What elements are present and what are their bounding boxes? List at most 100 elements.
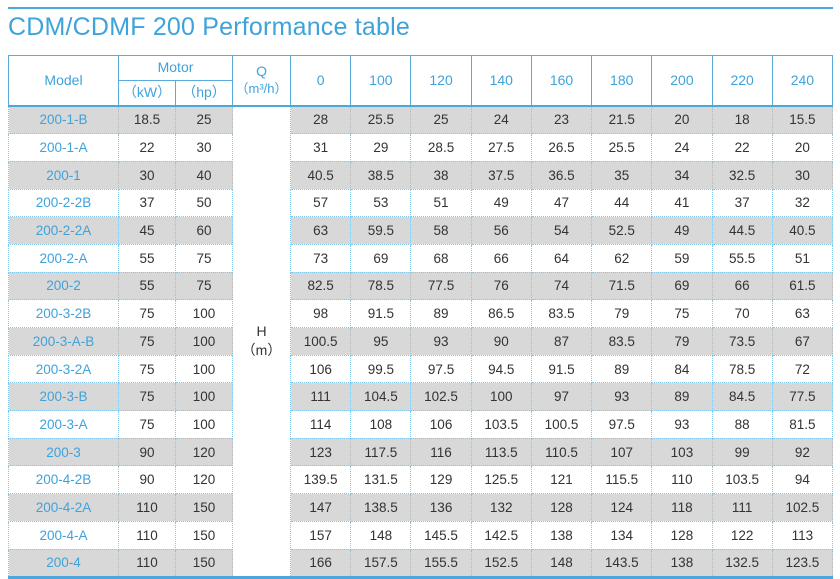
value-cell: 83.5 — [591, 327, 653, 356]
value-cell: 66 — [711, 271, 773, 301]
value-cell: 132 — [470, 493, 532, 522]
table-row: 200-4-2B 90 120 139.5 131.5 129 125.5 121 115.5 1… — [8, 465, 834, 495]
value-cell: 58 — [410, 216, 472, 245]
value-cell: 24 — [651, 133, 713, 162]
value-cell: 47 — [530, 188, 593, 218]
value-cell: 37.5 — [470, 160, 532, 190]
value-cell: 51 — [410, 188, 472, 218]
value-cell: 32.5 — [711, 160, 773, 190]
model-cell: 200-1 — [8, 160, 119, 190]
value-cell: 25.5 — [350, 104, 412, 135]
value-cell: 75 — [651, 299, 713, 328]
value-cell: 104.5 — [350, 382, 412, 412]
header-row-primary: Model Motor Q （m³/h） 0 100 120 140 160 180 200… — [8, 55, 834, 107]
value-cell: 121 — [530, 465, 593, 495]
performance-table: Model Motor Q （m³/h） 0 100 120 140 160 180 200… — [8, 55, 834, 579]
value-cell: 41 — [651, 188, 713, 218]
value-cell: 70 — [711, 299, 773, 328]
value-cell: 93 — [410, 327, 472, 356]
value-cell: 102.5 — [771, 493, 834, 522]
value-cell: 110.5 — [530, 437, 593, 467]
value-cell: 117.5 — [350, 437, 412, 467]
value-cell: 100 — [470, 382, 532, 412]
value-cell: 97 — [530, 382, 593, 412]
value-cell: 88 — [711, 410, 773, 439]
model-cell: 200-2-A — [8, 243, 119, 273]
flow-column-header: Q （m³/h） — [232, 55, 292, 107]
value-cell: 84.5 — [711, 382, 773, 412]
value-cell: 51 — [771, 243, 834, 273]
value-cell: 148 — [530, 548, 593, 579]
table-row: 200-2-2B 37 50 57 53 51 49 47 44 41 37 32 — [8, 188, 834, 218]
value-cell: 132.5 — [711, 548, 773, 579]
value-cell: 38.5 — [350, 160, 412, 190]
value-cell: 138 — [530, 520, 593, 550]
value-cell: 116 — [410, 437, 472, 467]
value-cell: 78.5 — [350, 271, 412, 301]
hp-cell: 75 — [174, 243, 234, 273]
value-cell: 15.5 — [771, 104, 834, 135]
model-cell: 200-4-A — [8, 520, 119, 550]
value-cell: 79 — [651, 327, 713, 356]
kw-cell: 90 — [118, 437, 176, 467]
hp-cell: 150 — [174, 548, 234, 579]
value-cell: 55.5 — [711, 243, 773, 273]
table-row: 200-4 110 150 166 157.5 155.5 152.5 148 143.5 138… — [8, 548, 834, 579]
value-cell: 30 — [771, 160, 834, 190]
value-cell: 102.5 — [410, 382, 472, 412]
value-cell: 136 — [410, 493, 472, 522]
value-cell: 157.5 — [350, 548, 412, 579]
value-cell: 97.5 — [410, 354, 472, 384]
hp-cell: 100 — [174, 382, 234, 412]
table-row: 200-1-B 18.5 25 H （m） 28 25.5 25 24 23 21.5 20 18 15.… — [8, 104, 834, 579]
kw-cell: 110 — [118, 548, 176, 579]
model-cell: 200-4-2A — [8, 493, 119, 522]
hp-cell: 100 — [174, 354, 234, 384]
value-cell: 83.5 — [530, 299, 593, 328]
value-cell: 138 — [651, 548, 713, 579]
value-cell: 72 — [771, 354, 834, 384]
value-cell: 44 — [591, 188, 653, 218]
value-cell: 94 — [771, 465, 834, 495]
hp-cell: 100 — [174, 327, 234, 356]
hp-cell: 100 — [174, 299, 234, 328]
value-cell: 49 — [651, 216, 713, 245]
model-cell: 200-4-2B — [8, 465, 119, 495]
value-cell: 84 — [651, 354, 713, 384]
value-cell: 99.5 — [350, 354, 412, 384]
value-cell: 95 — [350, 327, 412, 356]
table-row: 200-4-2A 110 150 147 138.5 136 132 128 124 118 111… — [8, 493, 834, 522]
kw-cell: 75 — [118, 354, 176, 384]
table-row: 200-1-A 22 30 31 29 28.5 27.5 26.5 25.5 24 22 20 — [8, 133, 834, 162]
table-row: 200-2-A 55 75 73 69 68 66 64 62 59 55.5 51 — [8, 243, 834, 273]
top-rule — [8, 7, 833, 9]
value-cell: 82.5 — [290, 271, 352, 301]
kw-cell: 75 — [118, 410, 176, 439]
kw-cell: 75 — [118, 327, 176, 356]
value-cell: 103.5 — [711, 465, 773, 495]
value-cell: 91.5 — [530, 354, 593, 384]
value-cell: 23 — [530, 104, 593, 135]
value-cell: 129 — [410, 465, 472, 495]
value-cell: 147 — [290, 493, 352, 522]
value-cell: 67 — [771, 327, 834, 356]
page-title: CDM/CDMF 200 Performance table — [8, 13, 410, 41]
value-cell: 90 — [470, 327, 532, 356]
value-cell: 86.5 — [470, 299, 532, 328]
table-header: Model Motor Q （m³/h） 0 100 120 140 160 180 200… — [8, 55, 834, 107]
table-row: 200-3-A 75 100 114 108 106 103.5 100.5 97.5 93 88 8… — [8, 410, 834, 439]
value-cell: 89 — [410, 299, 472, 328]
value-cell: 57 — [290, 188, 352, 218]
value-cell: 152.5 — [470, 548, 532, 579]
value-cell: 28.5 — [410, 133, 472, 162]
model-cell: 200-2 — [8, 271, 119, 301]
model-cell: 200-2-2B — [8, 188, 119, 218]
value-cell: 100.5 — [290, 327, 352, 356]
value-cell: 89 — [651, 382, 713, 412]
value-cell: 40.5 — [771, 216, 834, 245]
value-cell: 27.5 — [470, 133, 532, 162]
flow-value-header: 200 — [651, 55, 713, 107]
flow-value-header: 100 — [350, 55, 412, 107]
value-cell: 103 — [651, 437, 713, 467]
